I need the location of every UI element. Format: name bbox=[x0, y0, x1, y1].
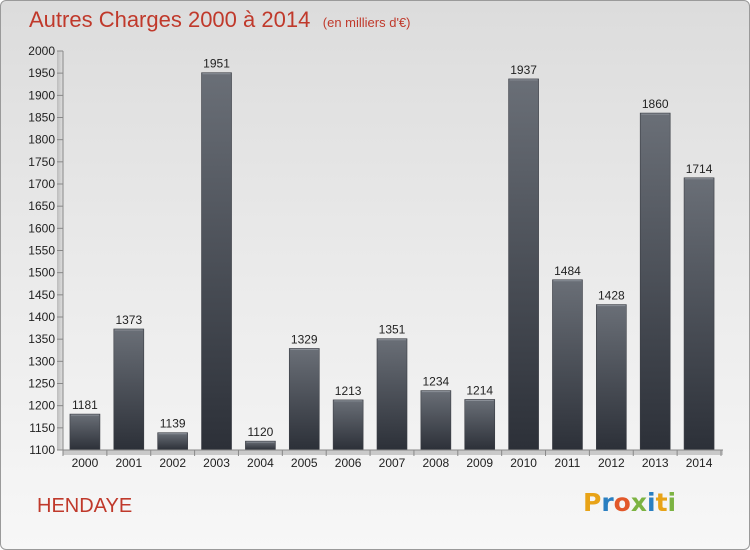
value-label: 1213 bbox=[335, 384, 362, 398]
value-label: 1139 bbox=[160, 417, 186, 431]
y-tick-label: 1400 bbox=[28, 310, 55, 324]
bars bbox=[69, 72, 715, 451]
y-tick-label: 1700 bbox=[28, 177, 55, 191]
y-tick-label: 1300 bbox=[28, 354, 55, 368]
x-tick-label: 2002 bbox=[159, 456, 186, 470]
x-tick-label: 2012 bbox=[598, 456, 625, 470]
x-tick-label: 2001 bbox=[115, 456, 142, 470]
bar-2002 bbox=[157, 432, 188, 451]
y-tick-label: 1950 bbox=[28, 66, 55, 80]
y-tick-label: 1750 bbox=[28, 155, 55, 169]
logo-letter: i bbox=[647, 488, 656, 517]
y-tick-label: 1800 bbox=[28, 133, 55, 147]
x-tick-label: 2004 bbox=[247, 456, 274, 470]
chart-title: Autres Charges 2000 à 2014 bbox=[29, 7, 311, 32]
y-tick-label: 1250 bbox=[28, 377, 55, 391]
logo-letter: i bbox=[667, 488, 677, 517]
bar-2010 bbox=[508, 78, 539, 451]
y-tick-label: 1350 bbox=[28, 332, 55, 346]
value-label: 1951 bbox=[203, 57, 230, 71]
logo-letter: t bbox=[655, 488, 668, 517]
value-label: 1120 bbox=[247, 425, 273, 439]
bar-2001 bbox=[113, 328, 145, 451]
x-axis: 2000 2001 2002 2003 2004 2005 2006 2007 2008 2009… bbox=[62, 449, 723, 470]
y-tick-label: 1100 bbox=[29, 443, 55, 457]
value-label: 1373 bbox=[115, 313, 142, 327]
x-tick-label: 2007 bbox=[379, 456, 406, 470]
bar-2007 bbox=[376, 338, 408, 451]
value-label: 1484 bbox=[554, 264, 581, 278]
logo-letter: r bbox=[601, 488, 614, 517]
bar-2000 bbox=[69, 413, 101, 451]
bar-2009 bbox=[464, 399, 496, 451]
bar-2011 bbox=[552, 279, 583, 451]
x-tick-label: 2014 bbox=[686, 456, 713, 470]
proxiti-logo: Proxiti bbox=[583, 488, 693, 522]
y-tick-label: 1150 bbox=[29, 421, 55, 435]
bar-2003 bbox=[201, 72, 232, 451]
logo-letter: o bbox=[613, 488, 631, 517]
y-axis: 1100 1150 1200 1250 1300 1350 1400 1450 1500 1550… bbox=[28, 44, 64, 457]
city-name: HENDAYE bbox=[37, 495, 133, 517]
y-tick-label: 1450 bbox=[28, 288, 55, 302]
value-label: 1181 bbox=[72, 398, 98, 412]
logo-letter: x bbox=[630, 488, 647, 517]
bar-2012 bbox=[596, 304, 627, 451]
logo-letter: P bbox=[583, 488, 602, 517]
y-tick-label: 1900 bbox=[28, 88, 55, 102]
y-tick-label: 1500 bbox=[28, 266, 55, 280]
x-tick-label: 2003 bbox=[203, 456, 230, 470]
x-tick-label: 2005 bbox=[291, 456, 318, 470]
value-label: 1714 bbox=[686, 162, 713, 176]
chart-subtitle: (en milliers d'€) bbox=[322, 15, 411, 30]
y-tick-label: 1600 bbox=[28, 221, 55, 235]
x-tick-label: 2008 bbox=[423, 456, 450, 470]
y-tick-label: 1550 bbox=[28, 244, 55, 258]
value-label: 1234 bbox=[423, 375, 450, 389]
chart-title-block: Autres Charges 2000 à 2014 (en milliers … bbox=[29, 7, 411, 33]
value-label: 1351 bbox=[379, 323, 406, 337]
x-tick-label: 2009 bbox=[466, 456, 493, 470]
x-tick-label: 2013 bbox=[642, 456, 669, 470]
x-tick-label: 2000 bbox=[72, 456, 99, 470]
bar-2014 bbox=[683, 177, 715, 451]
value-label: 1937 bbox=[510, 63, 537, 77]
value-label: 1214 bbox=[466, 383, 493, 397]
y-tick-label: 1200 bbox=[28, 399, 55, 413]
value-label: 1329 bbox=[291, 332, 318, 346]
value-label: 1428 bbox=[598, 289, 625, 303]
y-tick-label: 1650 bbox=[28, 199, 55, 213]
x-tick-label: 2011 bbox=[555, 456, 581, 470]
bar-2005 bbox=[288, 348, 320, 451]
bar-2008 bbox=[420, 390, 452, 451]
y-tick-label: 2000 bbox=[28, 44, 55, 58]
bar-2013 bbox=[639, 112, 671, 451]
value-label: 1860 bbox=[642, 97, 669, 111]
bar-2006 bbox=[332, 399, 364, 451]
x-tick-label: 2006 bbox=[335, 456, 362, 470]
x-tick-label: 2010 bbox=[510, 456, 537, 470]
value-labels: 1181 1373 1139 1951 1120 1329 1213 1351 1234 1214… bbox=[72, 57, 713, 439]
y-tick-label: 1850 bbox=[28, 111, 55, 125]
x-axis-band bbox=[63, 450, 723, 455]
